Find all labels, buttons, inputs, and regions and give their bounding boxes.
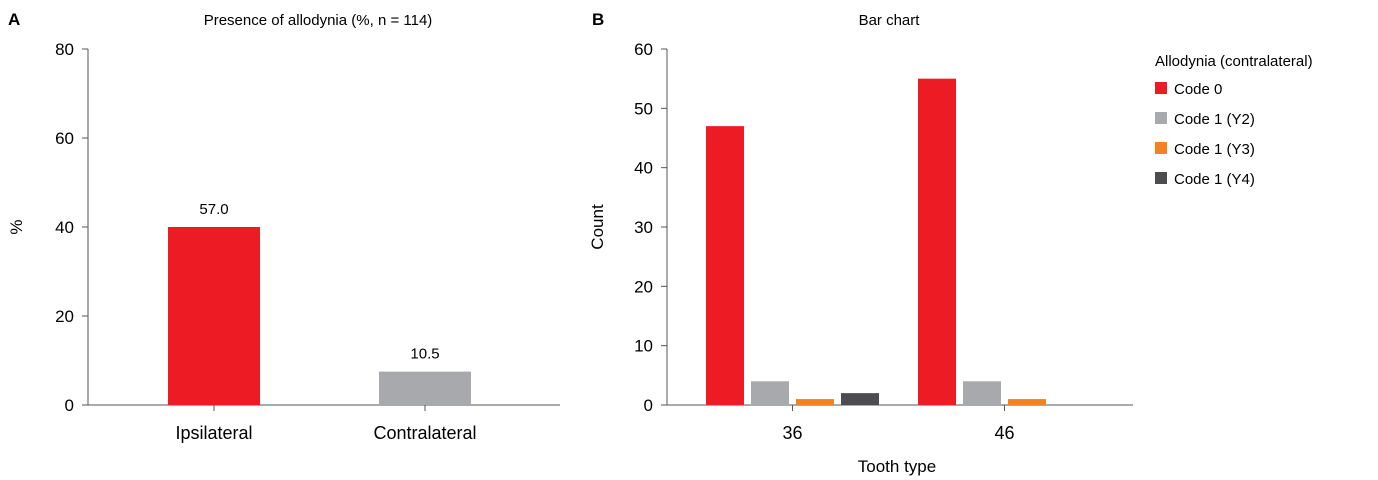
- legend-label: Code 1 (Y3): [1174, 141, 1255, 158]
- panel-a-letter: A: [8, 10, 20, 29]
- legend-label: Code 1 (Y2): [1174, 111, 1255, 128]
- chart-a-plot: 0 20 40 60 80 57.0 Ipsilateral 10.5 Contralatera…: [55, 40, 560, 443]
- x-tick-label: 46: [994, 423, 1014, 443]
- legend-label: Code 1 (Y4): [1174, 171, 1255, 188]
- bar-46-series-0: [918, 79, 956, 405]
- legend-swatch: [1155, 112, 1167, 124]
- y-tick-label: 40: [634, 159, 653, 178]
- y-tick-label: 40: [55, 218, 74, 237]
- legend-title: Allodynia (contralateral): [1155, 53, 1313, 70]
- chart-a-ylabel: %: [7, 219, 26, 234]
- bar-36-series-1: [751, 381, 789, 405]
- y-tick-label: 10: [634, 337, 653, 356]
- y-tick-label: 60: [634, 40, 653, 59]
- legend-label: Code 0: [1174, 81, 1222, 98]
- bar-ipsilateral: [168, 227, 260, 405]
- x-tick-label: 36: [782, 423, 802, 443]
- y-tick-label: 20: [634, 277, 653, 296]
- chart-b-plot: 0 10 20 30 40 50 60 36 46: [634, 40, 1133, 443]
- data-label: 10.5: [410, 346, 439, 363]
- legend-swatch: [1155, 172, 1167, 184]
- bar-36-series-0: [706, 126, 744, 405]
- legend: Code 0 Code 1 (Y2) Code 1 (Y3) Code 1 (Y4): [1155, 81, 1255, 188]
- chart-a-title: Presence of allodynia (%, n = 114): [204, 12, 433, 29]
- x-tick-label: Ipsilateral: [175, 423, 252, 443]
- bar-46-series-2: [1008, 399, 1046, 405]
- y-tick-label: 0: [65, 396, 74, 415]
- legend-swatch: [1155, 142, 1167, 154]
- y-tick-label: 50: [634, 99, 653, 118]
- y-tick-label: 20: [55, 307, 74, 326]
- bar-36-series-3: [841, 393, 879, 405]
- panel-b-letter: B: [592, 10, 604, 29]
- x-tick-label: Contralateral: [373, 423, 476, 443]
- bar-36-series-2: [796, 399, 834, 405]
- y-tick-label: 80: [55, 40, 74, 59]
- legend-swatch: [1155, 82, 1167, 94]
- y-tick-label: 0: [644, 396, 653, 415]
- data-label: 57.0: [199, 201, 228, 218]
- chart-b-xlabel: Tooth type: [858, 457, 936, 476]
- chart-b-ylabel: Count: [588, 204, 607, 250]
- chart-b-title: Bar chart: [859, 12, 921, 29]
- y-tick-label: 60: [55, 129, 74, 148]
- bar-contralateral: [379, 372, 471, 405]
- bar-46-series-1: [963, 381, 1001, 405]
- y-tick-label: 30: [634, 218, 653, 237]
